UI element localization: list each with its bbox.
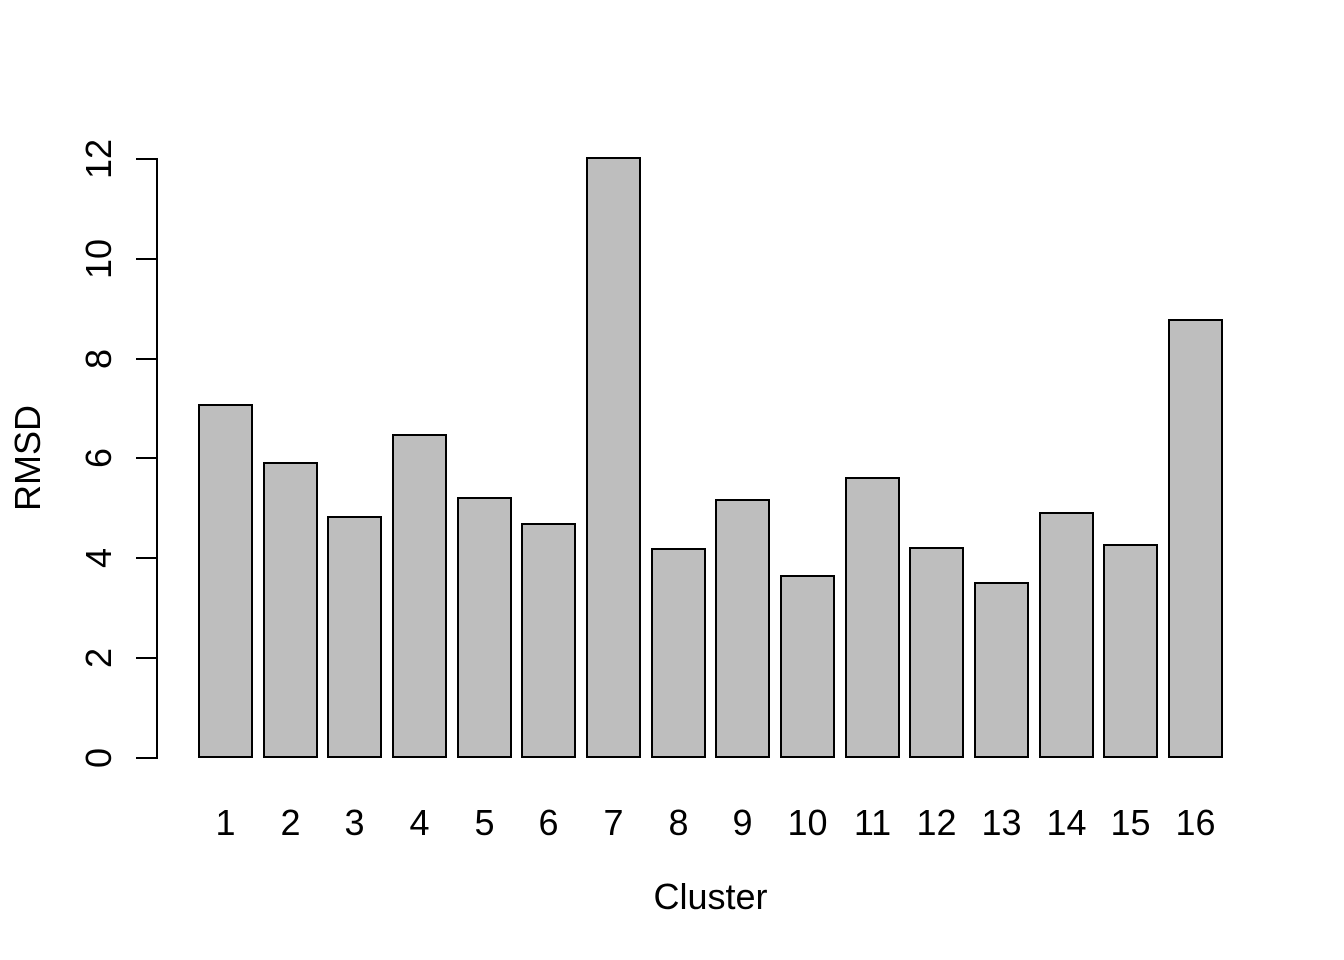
x-tick-label: 5 — [474, 802, 495, 843]
y-tick-label: 4 — [78, 548, 119, 569]
y-tick — [136, 657, 156, 660]
x-tick-label: 7 — [603, 802, 624, 843]
x-tick-label: 3 — [344, 802, 365, 843]
x-tick-label: 1 — [215, 802, 236, 843]
bar-cluster-10 — [780, 575, 835, 758]
bar-cluster-12 — [909, 547, 964, 758]
x-tick-label: 4 — [409, 802, 430, 843]
y-axis-line — [156, 157, 158, 759]
y-tick — [136, 457, 156, 460]
x-tick-label: 14 — [1046, 802, 1087, 843]
x-tick-label: 16 — [1175, 802, 1216, 843]
x-tick-label: 15 — [1110, 802, 1151, 843]
y-tick — [136, 257, 156, 260]
y-tick-label: 10 — [78, 238, 119, 279]
bar-cluster-15 — [1103, 544, 1158, 758]
y-axis-title: RMSD — [7, 405, 48, 511]
bar-cluster-7 — [586, 157, 641, 758]
bar-cluster-2 — [263, 462, 318, 758]
bar-cluster-14 — [1039, 512, 1094, 758]
x-tick-label: 13 — [981, 802, 1022, 843]
y-tick-label: 6 — [78, 448, 119, 469]
bar-cluster-6 — [521, 523, 576, 758]
bar-cluster-9 — [715, 499, 770, 758]
bar-cluster-5 — [457, 497, 512, 758]
y-tick — [136, 757, 156, 759]
bar-cluster-8 — [651, 548, 706, 758]
y-tick-label: 0 — [78, 747, 119, 769]
x-tick-label: 8 — [668, 802, 689, 843]
y-tick-label: 2 — [78, 648, 119, 669]
y-tick — [136, 557, 156, 560]
bar-cluster-16 — [1168, 319, 1223, 758]
bar-cluster-4 — [392, 434, 447, 758]
y-tick-label: 8 — [78, 348, 119, 369]
x-tick-label: 10 — [787, 802, 828, 843]
bar-cluster-11 — [845, 477, 900, 758]
y-tick — [136, 157, 156, 160]
x-tick-label: 12 — [916, 802, 957, 843]
x-tick-label: 6 — [538, 802, 559, 843]
bar-cluster-1 — [198, 404, 253, 758]
x-axis-title: Cluster — [653, 876, 768, 917]
y-tick — [136, 357, 156, 360]
x-tick-label: 2 — [280, 802, 301, 843]
bar-cluster-3 — [327, 516, 382, 758]
y-tick-label: 12 — [78, 138, 119, 180]
bar-cluster-13 — [974, 582, 1029, 758]
x-tick-label: 9 — [732, 802, 753, 843]
x-tick-label: 11 — [853, 802, 892, 843]
